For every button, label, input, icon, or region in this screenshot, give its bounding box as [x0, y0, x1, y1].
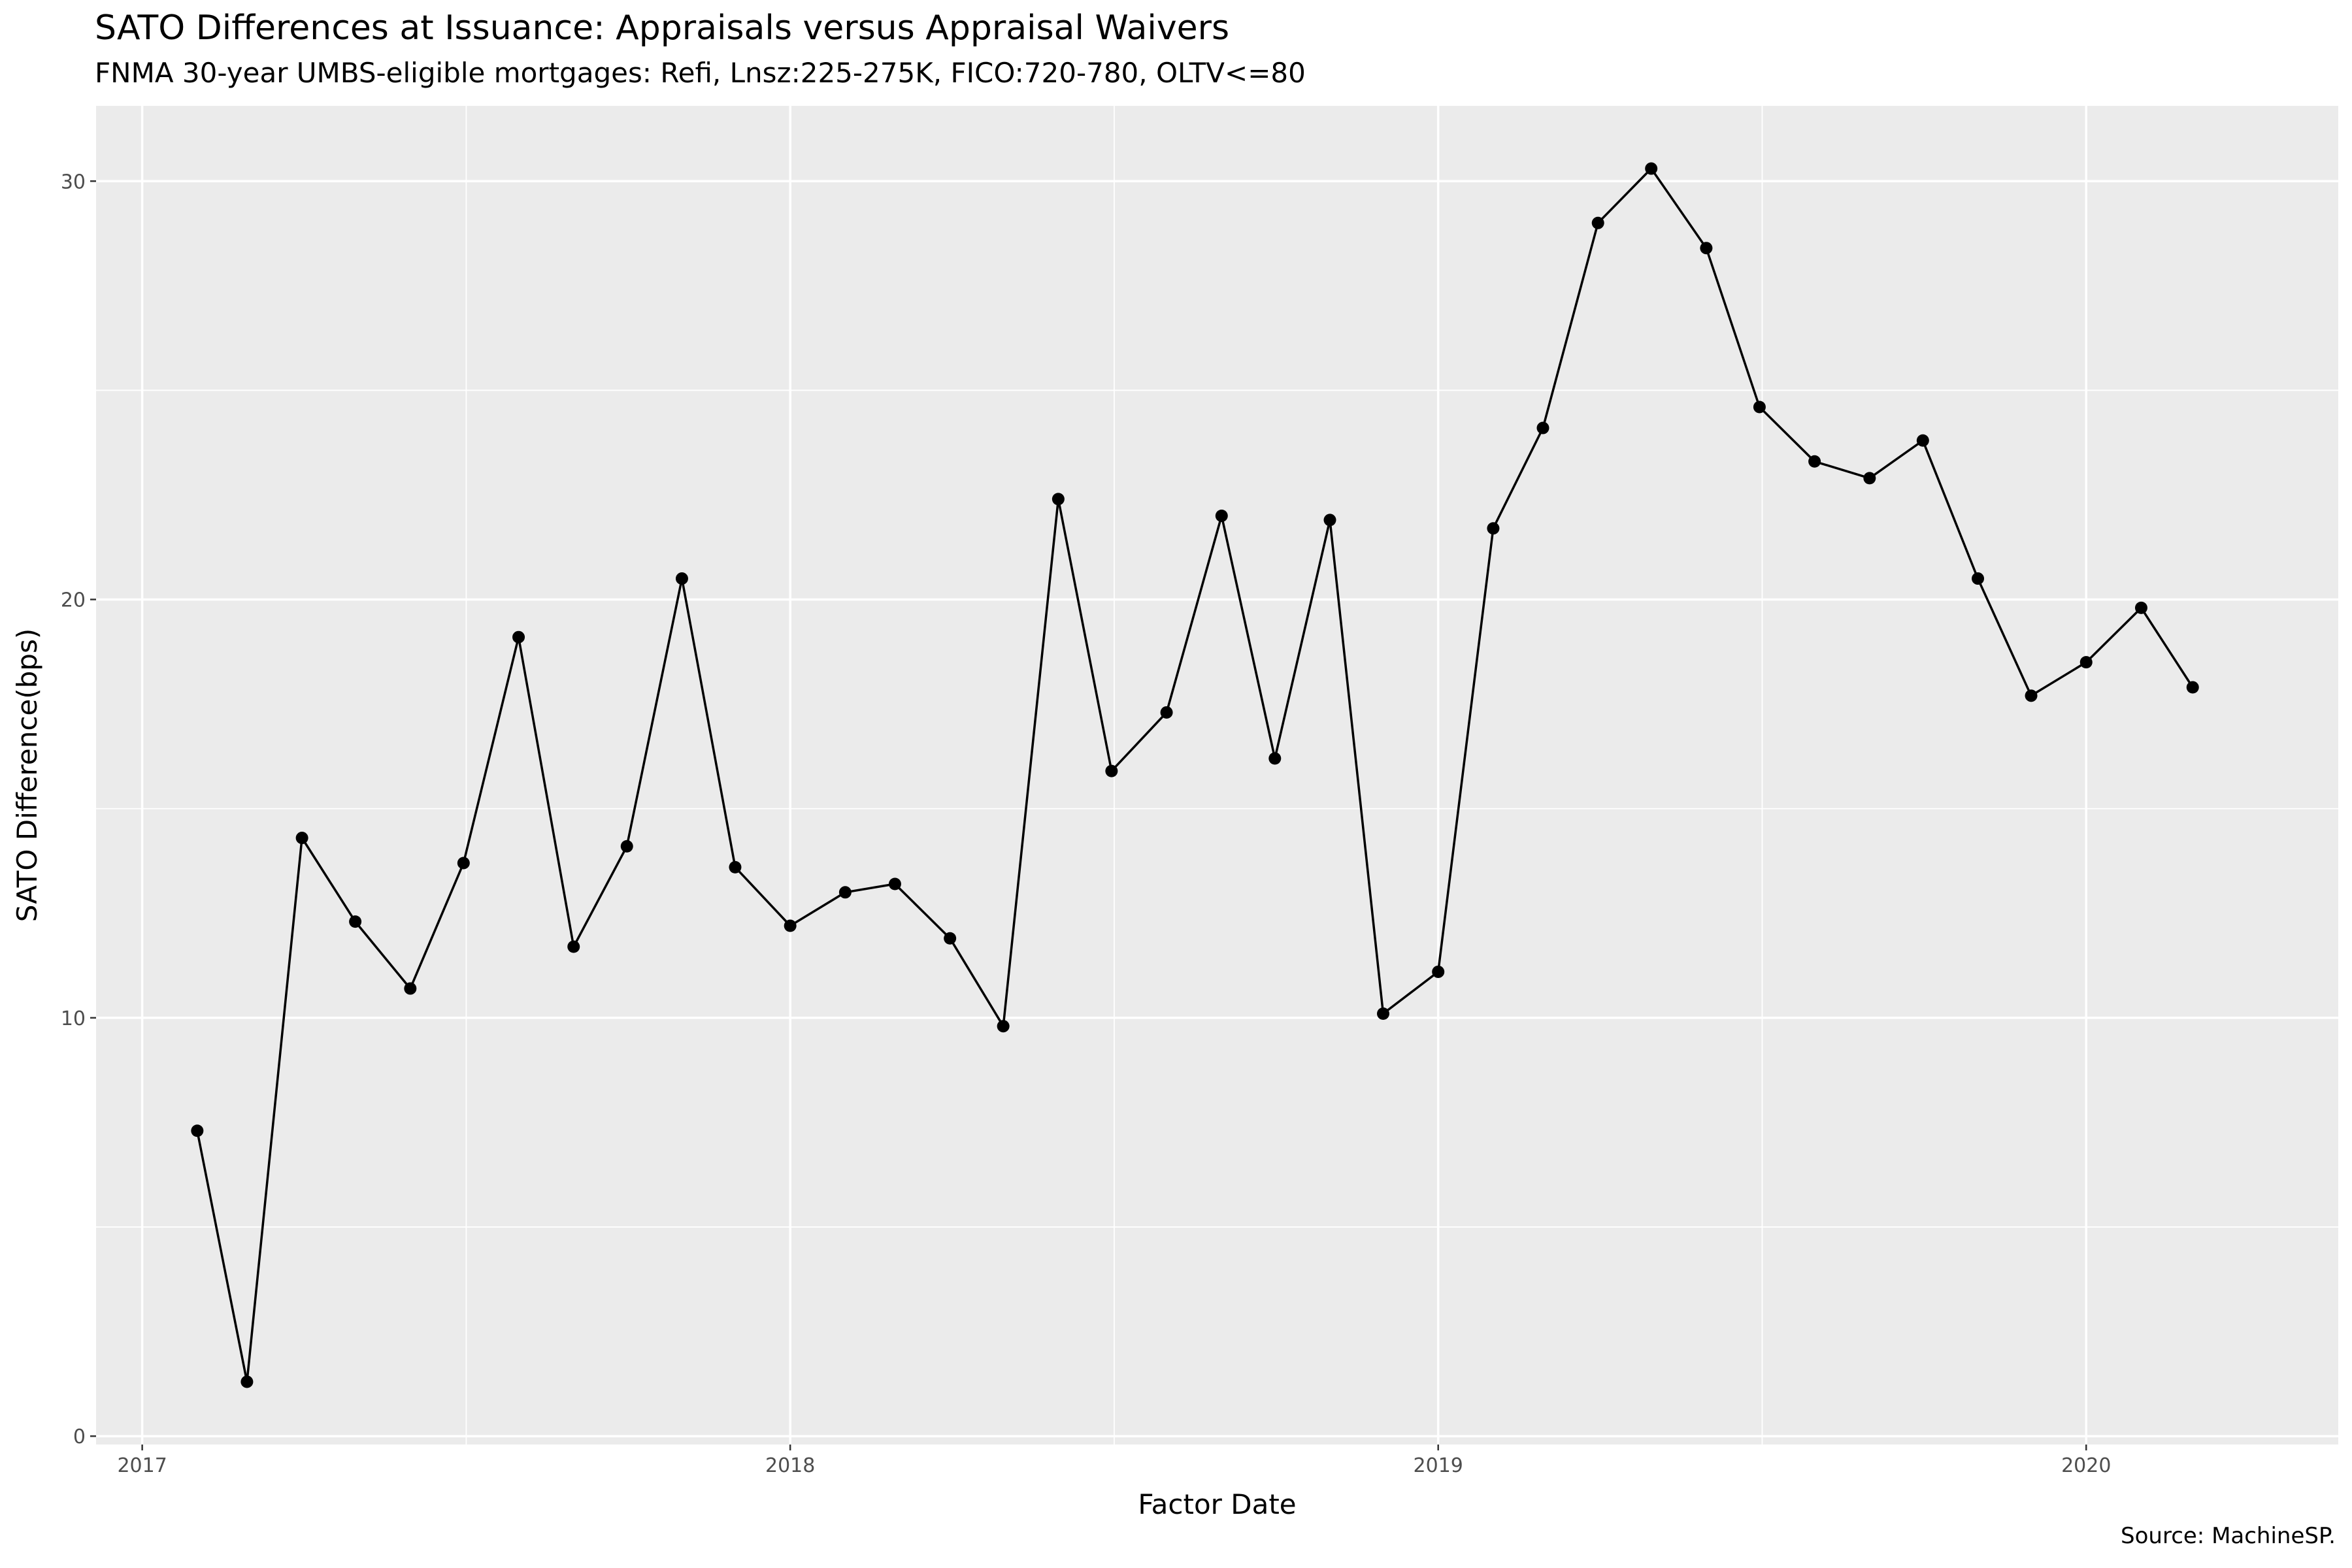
y-tick-label-0: 0: [73, 1426, 86, 1448]
data-point-2018-10-01: [1268, 752, 1282, 765]
data-point-2017-08-01: [512, 630, 525, 644]
data-point-2019-01-01: [1432, 965, 1445, 978]
data-point-2019-10-01: [1916, 434, 1929, 447]
data-point-2019-06-01: [1700, 242, 1713, 255]
data-point-2019-09-01: [1863, 472, 1876, 485]
data-point-2017-06-01: [404, 982, 417, 995]
data-point-2017-09-01: [567, 940, 580, 953]
data-point-2017-05-01: [349, 915, 362, 928]
y-axis-title: SATO Difference(bps): [11, 629, 43, 922]
data-point-2017-07-01: [457, 857, 470, 870]
major-gridlines: [96, 106, 2338, 1445]
data-point-2018-08-01: [1160, 706, 1173, 719]
data-point-2018-07-01: [1105, 764, 1118, 777]
data-point-2017-04-01: [295, 832, 308, 845]
data-point-2018-11-01: [1323, 514, 1336, 527]
axis-tick-labels: 0 10 20 30 2017 2018 2019 2020: [61, 171, 2112, 1477]
plot-panel: [96, 106, 2338, 1445]
data-point-2020-03-01: [2186, 681, 2199, 694]
data-point-2018-02-01: [838, 886, 852, 899]
data-point-2018-03-01: [888, 877, 901, 890]
data-point-2018-06-01: [1052, 493, 1065, 506]
data-point-2019-05-01: [1645, 162, 1658, 175]
y-tick-label-30: 30: [61, 171, 86, 193]
x-tick-label-2017: 2017: [117, 1454, 167, 1477]
y-tick-label-20: 20: [61, 589, 86, 612]
data-point-2018-12-01: [1376, 1007, 1389, 1020]
data-point-2018-01-01: [784, 919, 797, 932]
chart-caption: Source: MachineSP.: [2121, 1523, 2336, 1549]
data-point-2017-12-01: [729, 860, 742, 874]
data-point-2018-05-01: [997, 1020, 1010, 1033]
data-point-2019-02-01: [1487, 522, 1500, 535]
data-point-2018-09-01: [1215, 510, 1228, 523]
minor-gridlines: [96, 106, 2338, 1445]
data-point-2019-07-01: [1753, 400, 1766, 414]
data-point-2019-12-01: [2025, 689, 2038, 702]
series-points: [191, 162, 2199, 1388]
x-tick-label-2018: 2018: [765, 1454, 815, 1477]
y-tick-label-10: 10: [61, 1007, 86, 1030]
x-tick-label-2020: 2020: [2061, 1454, 2111, 1477]
axis-ticks: [90, 180, 2087, 1450]
chart-title: SATO Differences at Issuance: Appraisals…: [95, 8, 1230, 48]
data-point-2017-11-01: [675, 572, 688, 585]
data-point-2019-04-01: [1591, 216, 1604, 229]
x-axis-title: Factor Date: [1138, 1488, 1296, 1520]
chart-subtitle: FNMA 30-year UMBS-eligible mortgages: Re…: [95, 57, 1306, 89]
data-point-2019-11-01: [1972, 572, 1985, 585]
data-point-2019-03-01: [1536, 421, 1549, 434]
x-tick-label-2019: 2019: [1414, 1454, 1463, 1477]
data-point-2017-10-01: [620, 840, 633, 853]
data-point-2020-01-01: [2079, 656, 2093, 669]
data-point-2018-04-01: [944, 932, 957, 945]
data-point-2020-02-01: [2134, 601, 2147, 614]
data-point-2019-08-01: [1808, 455, 1821, 468]
series-line: [196, 167, 2194, 1383]
data-point-2017-02-01: [191, 1124, 204, 1137]
data-point-2017-03-01: [240, 1375, 254, 1388]
